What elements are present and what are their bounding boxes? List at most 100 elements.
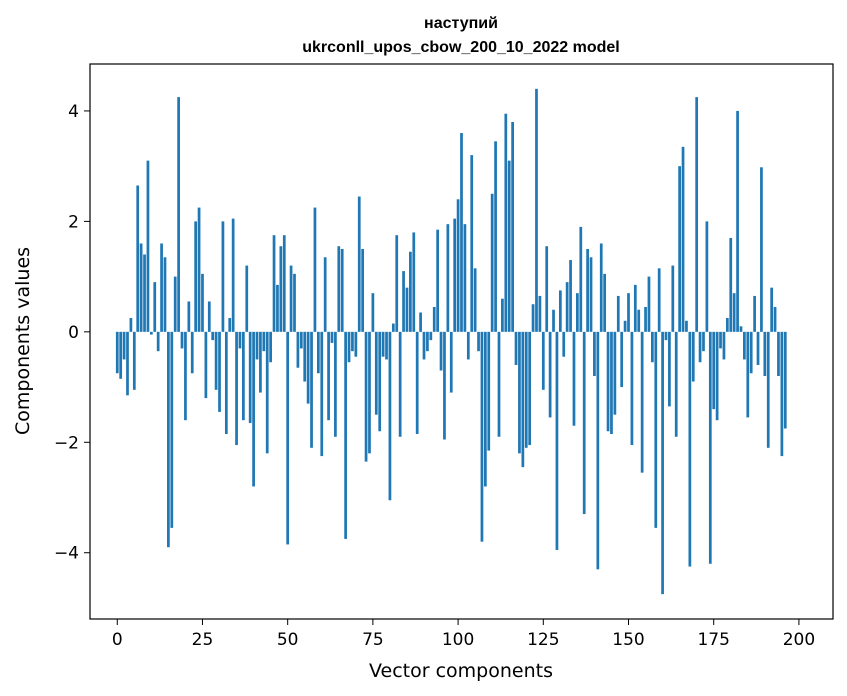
- bar: [201, 273, 204, 332]
- bar: [637, 309, 641, 332]
- bar: [330, 331, 334, 343]
- bar: [725, 318, 729, 332]
- bar: [732, 293, 736, 332]
- bar: [552, 309, 555, 332]
- plot-frame: [89, 63, 834, 620]
- bar: [143, 254, 146, 332]
- bar: [630, 331, 634, 446]
- bar: [211, 331, 215, 341]
- bar: [381, 331, 385, 357]
- bar: [197, 207, 201, 332]
- bar: [279, 246, 283, 332]
- bar: [490, 193, 494, 332]
- bar: [473, 268, 477, 332]
- bar: [531, 304, 535, 332]
- y-tick-label: 0: [68, 323, 79, 343]
- bar: [184, 331, 187, 421]
- bar: [398, 331, 402, 437]
- bar: [436, 229, 440, 332]
- bar: [487, 331, 491, 451]
- bar: [313, 207, 317, 332]
- x-tick-label: 0: [112, 630, 123, 650]
- bar: [719, 331, 722, 349]
- bar: [504, 113, 508, 332]
- bar: [340, 249, 344, 332]
- bar: [221, 221, 225, 332]
- y-axis-label: Components values: [12, 247, 34, 435]
- bar: [722, 331, 726, 360]
- bar: [668, 331, 671, 407]
- bar: [756, 331, 760, 365]
- bar: [524, 331, 528, 448]
- bar: [293, 273, 296, 332]
- bar: [497, 331, 501, 437]
- y-tick-label: 2: [68, 212, 79, 232]
- bar: [541, 331, 545, 390]
- bar: [743, 331, 746, 360]
- bar: [766, 331, 770, 448]
- bar: [586, 249, 589, 332]
- bar: [654, 331, 658, 528]
- bar: [126, 331, 129, 396]
- bar: [562, 331, 566, 357]
- bar: [511, 121, 514, 332]
- bar: [337, 246, 341, 332]
- bar: [153, 282, 157, 332]
- bar: [613, 331, 617, 415]
- bar: [238, 331, 242, 349]
- bar: [456, 199, 460, 332]
- bar: [299, 331, 303, 349]
- bar: [569, 260, 572, 332]
- bar: [242, 331, 245, 421]
- bar: [173, 276, 177, 332]
- bar: [691, 331, 695, 382]
- bar: [446, 224, 450, 332]
- x-tick-label: 50: [277, 630, 299, 650]
- bar: [579, 226, 583, 332]
- bar: [681, 146, 685, 332]
- bar: [712, 331, 716, 410]
- bar: [146, 160, 150, 332]
- bar: [460, 133, 463, 332]
- bar: [218, 331, 221, 412]
- x-tick-label: 175: [697, 630, 729, 650]
- bar: [378, 331, 382, 432]
- bar: [122, 331, 126, 360]
- bar: [228, 318, 232, 332]
- bar: [558, 290, 562, 332]
- bar: [760, 167, 763, 332]
- chart-title: наступий: [424, 15, 498, 32]
- bar: [388, 331, 392, 501]
- bar: [371, 293, 375, 332]
- bar: [777, 331, 780, 377]
- bar: [357, 196, 361, 332]
- bar: [528, 331, 532, 446]
- bar: [265, 331, 269, 454]
- bar: [361, 249, 365, 332]
- bar: [405, 287, 409, 332]
- bar: [306, 331, 310, 404]
- bar: [347, 331, 351, 363]
- bar: [177, 97, 180, 332]
- bar: [282, 235, 286, 332]
- bar: [310, 331, 313, 448]
- bar: [402, 271, 405, 332]
- bar: [623, 320, 627, 332]
- bar: [518, 331, 521, 454]
- bar: [610, 331, 613, 434]
- bar: [548, 331, 552, 418]
- bar: [245, 265, 249, 332]
- bar: [480, 331, 484, 542]
- bar: [374, 331, 378, 415]
- bar: [589, 257, 593, 332]
- bar: [463, 224, 467, 332]
- bar: [429, 331, 433, 341]
- bar: [419, 312, 422, 332]
- bar: [593, 331, 596, 377]
- bar: [576, 293, 579, 332]
- bar: [129, 318, 133, 332]
- bar: [115, 331, 119, 374]
- bar: [231, 218, 235, 332]
- bar: [385, 331, 388, 360]
- bar: [323, 257, 327, 332]
